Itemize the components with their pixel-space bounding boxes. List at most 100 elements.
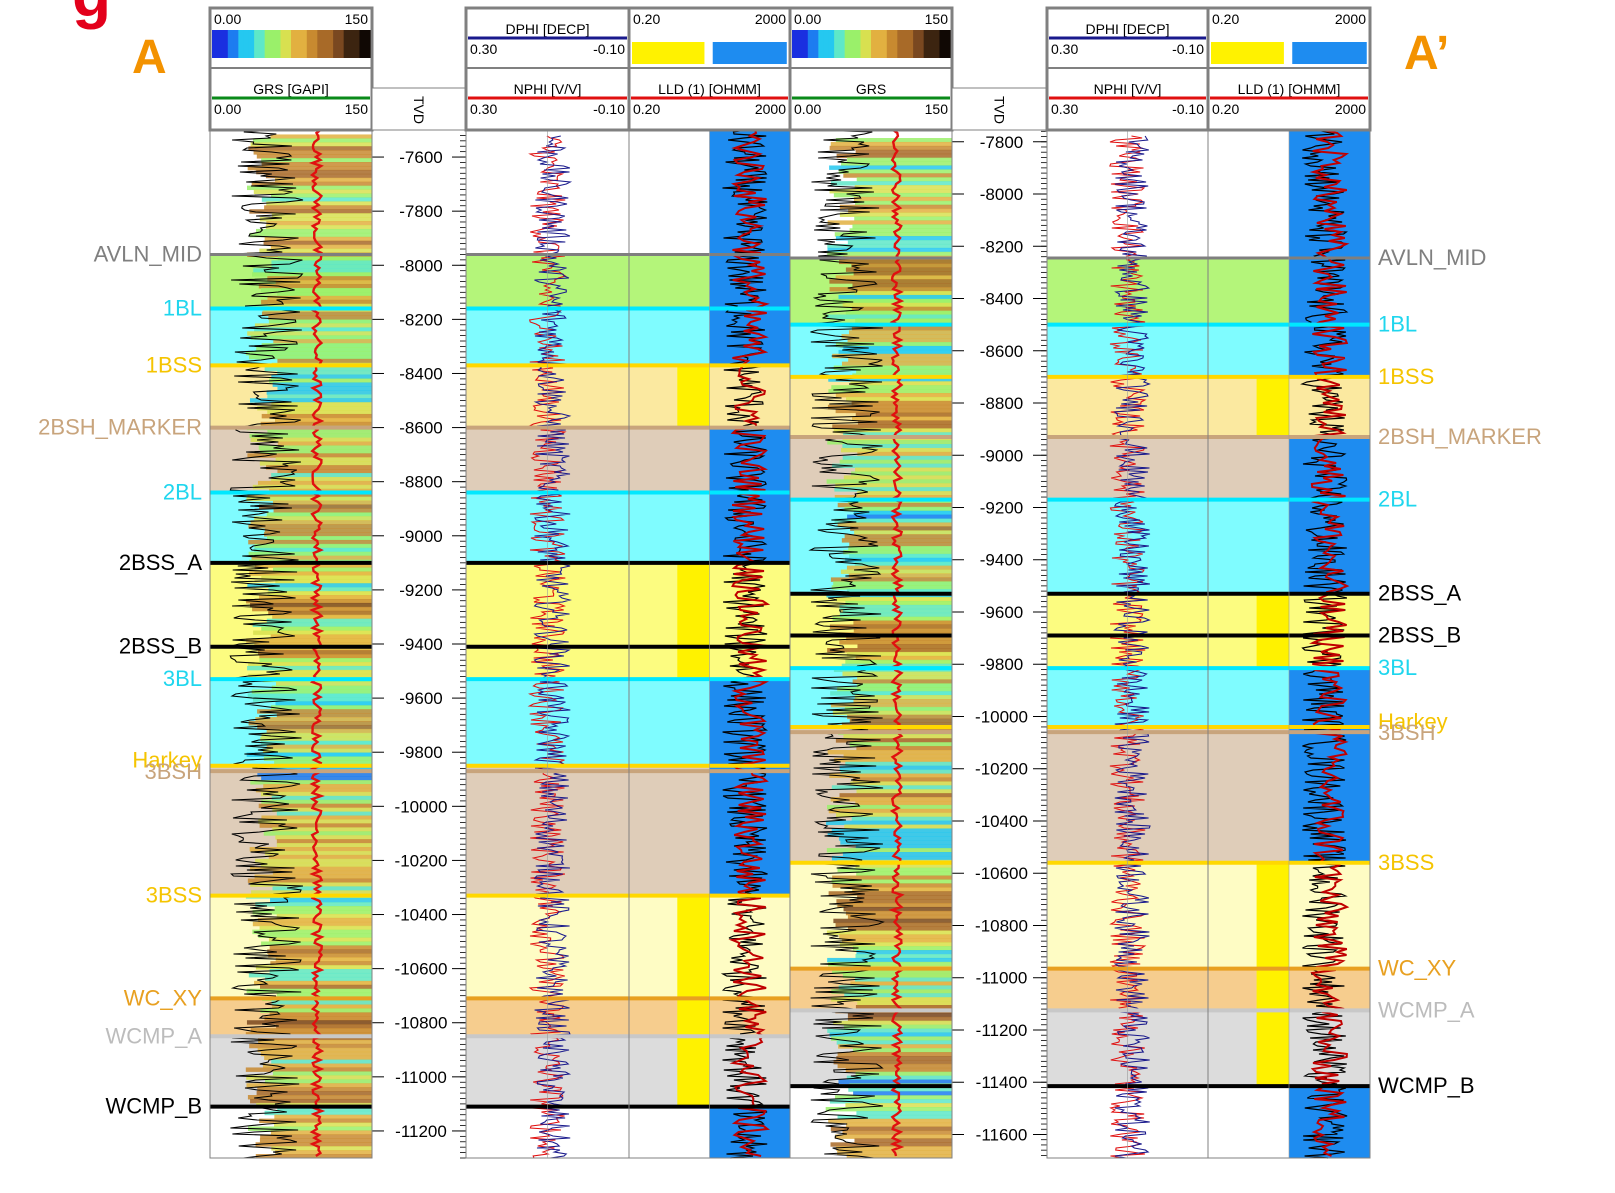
- gr-band: [250, 437, 372, 443]
- gr-band: [832, 424, 952, 429]
- gr-band: [264, 850, 372, 856]
- gr-band: [843, 549, 952, 555]
- gr-band: [251, 689, 372, 694]
- gr-band: [841, 538, 952, 543]
- gr-band: [852, 283, 952, 288]
- gr-band: [857, 420, 952, 425]
- depth-tick-label: -9200: [399, 581, 442, 600]
- gr-band: [857, 1001, 952, 1006]
- gr-band: [836, 1040, 952, 1045]
- gr-band: [270, 476, 372, 482]
- depth-tick-label: -8200: [399, 310, 442, 329]
- top-label-1bss: 1BSS: [1378, 364, 1434, 389]
- depth-tick-label: -11400: [976, 1073, 1028, 1092]
- gr-band: [837, 522, 952, 527]
- gr-band: [846, 565, 952, 571]
- res-fill-min: 0.20: [633, 11, 660, 27]
- gr-band: [829, 1099, 952, 1104]
- gr-band: [835, 236, 952, 241]
- gr-band: [850, 981, 952, 986]
- gr-band: [247, 878, 372, 883]
- gr-band: [254, 642, 372, 647]
- depth-tick-label: -9800: [980, 655, 1023, 674]
- gr-band: [827, 1028, 952, 1033]
- gr-curve: [888, 129, 905, 1157]
- sand-flag: [677, 646, 710, 680]
- gr-band: [276, 681, 372, 687]
- gr-band: [845, 557, 952, 563]
- gr-band: [271, 1059, 372, 1065]
- gr-band: [848, 1087, 952, 1092]
- gr-band: [253, 189, 372, 194]
- gr-band: [248, 721, 372, 726]
- gr-band: [841, 361, 952, 367]
- gr-curve: [308, 129, 326, 1157]
- gr-color-ramp: [792, 30, 951, 58]
- gr-band: [854, 216, 952, 221]
- depth-tick-label: -7600: [399, 148, 442, 167]
- gr-band: [852, 777, 952, 782]
- depth-tick-label: -8800: [399, 473, 442, 492]
- gr-band: [250, 882, 372, 887]
- sand-flag: [1256, 635, 1289, 669]
- gr-band: [855, 1071, 952, 1077]
- gr-band: [829, 189, 952, 194]
- gr-band: [851, 471, 952, 476]
- top-label-2bss_a: 2BSS_A: [1378, 581, 1461, 606]
- gr-band: [830, 1036, 952, 1041]
- nphi-curve: [1109, 135, 1148, 1159]
- depth-tick-label: -8800: [980, 394, 1023, 413]
- zone-fill-2bss_b: [466, 646, 790, 680]
- gr-band: [273, 567, 372, 572]
- sand-flag: [1256, 1010, 1289, 1087]
- gr-band: [246, 988, 372, 994]
- sand-flag: [1256, 968, 1289, 1011]
- gr-band: [830, 691, 952, 696]
- gr-band: [270, 961, 372, 966]
- gr-curve-min: 0.00: [214, 101, 241, 117]
- gr-band: [266, 744, 372, 750]
- gr-curve-max: 150: [345, 101, 369, 117]
- gr-band: [266, 618, 372, 624]
- gr-band: [248, 146, 372, 151]
- gr-band: [272, 807, 372, 813]
- gr-band: [839, 604, 952, 610]
- poro-scale-left: 0.30: [1051, 41, 1078, 57]
- gr-band: [253, 150, 372, 155]
- top-label-2bss_b: 2BSS_B: [1378, 623, 1461, 648]
- gr-band: [826, 479, 952, 484]
- depth-tick-label: -9800: [399, 743, 442, 762]
- gr-band: [248, 551, 372, 557]
- gr-trace: [808, 129, 885, 1159]
- sand-flag: [1256, 862, 1289, 969]
- depth-tick-label: -9600: [399, 689, 442, 708]
- sand-flag: [677, 365, 710, 428]
- gr-band: [846, 589, 952, 594]
- gr-band: [843, 753, 952, 759]
- gr-band: [831, 879, 952, 884]
- top-label-wcmp_a: WCMP_A: [105, 1023, 202, 1048]
- gr-band: [829, 165, 952, 170]
- zone-fill-1bss: [466, 365, 790, 428]
- gr-band: [837, 502, 952, 508]
- gr-band: [256, 154, 372, 159]
- res-fill-swatch: [712, 42, 787, 64]
- depth-tick-label: -9400: [399, 635, 442, 654]
- gr-band: [255, 717, 372, 722]
- nphi-curve-name: NPHI [V/V]: [514, 81, 582, 97]
- gr-band: [827, 243, 952, 249]
- gr-band: [271, 374, 372, 380]
- gr-band: [834, 232, 952, 237]
- depth-tick-label: -8400: [399, 364, 442, 383]
- gr-band: [248, 539, 372, 545]
- gr-band: [839, 204, 952, 210]
- gr-band: [829, 279, 952, 284]
- gr-band: [259, 654, 372, 659]
- gr-band: [854, 695, 952, 700]
- gr-band: [846, 1154, 952, 1159]
- gr-band: [264, 366, 372, 372]
- gr-band: [831, 785, 952, 790]
- gr-band: [833, 918, 952, 924]
- gr-band: [856, 683, 952, 688]
